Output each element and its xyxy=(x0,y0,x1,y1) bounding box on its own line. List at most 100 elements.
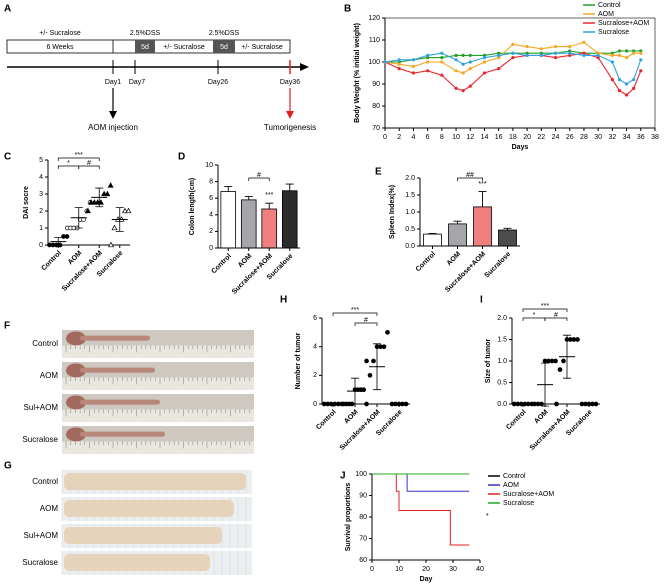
bracket xyxy=(457,177,483,181)
x-tick-label: 24 xyxy=(552,134,560,141)
point xyxy=(497,67,501,71)
bracket xyxy=(544,317,568,321)
x-tick-label: AOM xyxy=(237,253,254,270)
significance: * xyxy=(486,513,489,520)
y-tick-label: 0.0 xyxy=(405,243,415,250)
significance: *** xyxy=(351,307,359,314)
point xyxy=(397,60,401,64)
arrow-head xyxy=(109,111,117,119)
point xyxy=(468,67,472,71)
y-axis-title: Number of tumor xyxy=(295,332,302,389)
point xyxy=(539,401,544,407)
point xyxy=(482,56,487,60)
point xyxy=(454,69,458,73)
row-label: Control xyxy=(32,477,58,486)
y-tick-label: 6 xyxy=(313,315,317,322)
point xyxy=(610,51,614,55)
x-tick-label: AOM xyxy=(67,250,84,267)
y-tick-label: 2.0 xyxy=(497,315,507,322)
y-tick-label: 80 xyxy=(359,514,367,521)
panel-letter: H xyxy=(280,295,287,306)
point xyxy=(482,53,487,58)
legend-label: AOM xyxy=(503,482,519,489)
significance: * xyxy=(533,312,536,319)
tissue xyxy=(64,554,210,571)
point xyxy=(411,64,416,68)
y-tick-label: 4 xyxy=(209,212,213,219)
bar xyxy=(261,208,278,249)
sd-bar xyxy=(563,334,571,379)
point xyxy=(468,53,472,58)
point xyxy=(468,84,472,88)
point xyxy=(639,51,643,55)
series-line xyxy=(385,50,641,63)
y-tick-label: 100 xyxy=(355,471,367,478)
tissue xyxy=(80,335,150,341)
point xyxy=(561,358,566,364)
point xyxy=(107,182,114,188)
day-label: Day7 xyxy=(129,79,145,86)
panel-letter: C xyxy=(4,152,11,163)
point xyxy=(461,62,465,66)
legend-label: Sucralose xyxy=(503,500,534,507)
x-tick-label: 30 xyxy=(594,134,602,141)
event-label: AOM injection xyxy=(88,123,138,132)
point xyxy=(553,45,558,49)
x-tick-label: 10 xyxy=(395,566,403,573)
bar xyxy=(448,223,467,247)
error-bar xyxy=(224,186,233,192)
row-label: Sul+AOM xyxy=(24,403,59,412)
y-tick-label: 80 xyxy=(372,103,380,110)
point xyxy=(497,53,501,58)
point xyxy=(64,234,70,239)
x-tick-label: 0 xyxy=(370,566,374,573)
point xyxy=(440,56,444,60)
point xyxy=(440,51,444,55)
row-label: Sucralose xyxy=(22,435,58,444)
point xyxy=(426,60,430,64)
x-tick-label: Control xyxy=(315,409,338,432)
point xyxy=(497,56,501,60)
point xyxy=(553,56,558,60)
bracket xyxy=(78,165,100,169)
point xyxy=(411,58,416,62)
y-tick-label: 70 xyxy=(359,535,367,542)
significance: # xyxy=(257,172,261,179)
tissue xyxy=(64,527,222,544)
x-tick-label: 2 xyxy=(397,134,401,141)
point xyxy=(639,49,643,53)
y-tick-label: 90 xyxy=(359,492,367,499)
point xyxy=(624,49,629,53)
point xyxy=(617,89,622,93)
row-label: Control xyxy=(32,339,58,348)
bar xyxy=(240,199,257,249)
x-tick-label: 14 xyxy=(481,134,489,141)
x-tick-label: 34 xyxy=(623,134,631,141)
bracket xyxy=(332,312,378,316)
tissue xyxy=(64,473,246,490)
row-label: Sucralose xyxy=(22,558,58,567)
tissue xyxy=(80,431,165,437)
point xyxy=(617,53,622,58)
x-tick-label: Control xyxy=(415,251,438,274)
y-tick-label: 0 xyxy=(313,401,317,408)
y-tick-label: 2 xyxy=(39,208,43,215)
y-axis-title: DAI socre xyxy=(23,186,30,219)
x-tick-label: Control xyxy=(505,409,528,432)
y-tick-label: 1.0 xyxy=(405,209,415,216)
y-tick-label: 2 xyxy=(209,228,213,235)
point xyxy=(582,53,586,58)
x-tick-label: Control xyxy=(210,253,233,276)
panel-letter: E xyxy=(375,167,382,178)
point xyxy=(454,58,458,62)
point xyxy=(582,51,586,55)
y-tick-label: 1.0 xyxy=(497,358,507,365)
y-tick-label: 1 xyxy=(39,225,43,232)
x-tick-label: AOM xyxy=(343,409,360,426)
point xyxy=(617,78,622,82)
x-tick-label: Sucralose+AOM xyxy=(529,409,572,452)
point xyxy=(364,358,369,364)
significance: *** xyxy=(478,181,486,188)
bar xyxy=(498,229,517,247)
